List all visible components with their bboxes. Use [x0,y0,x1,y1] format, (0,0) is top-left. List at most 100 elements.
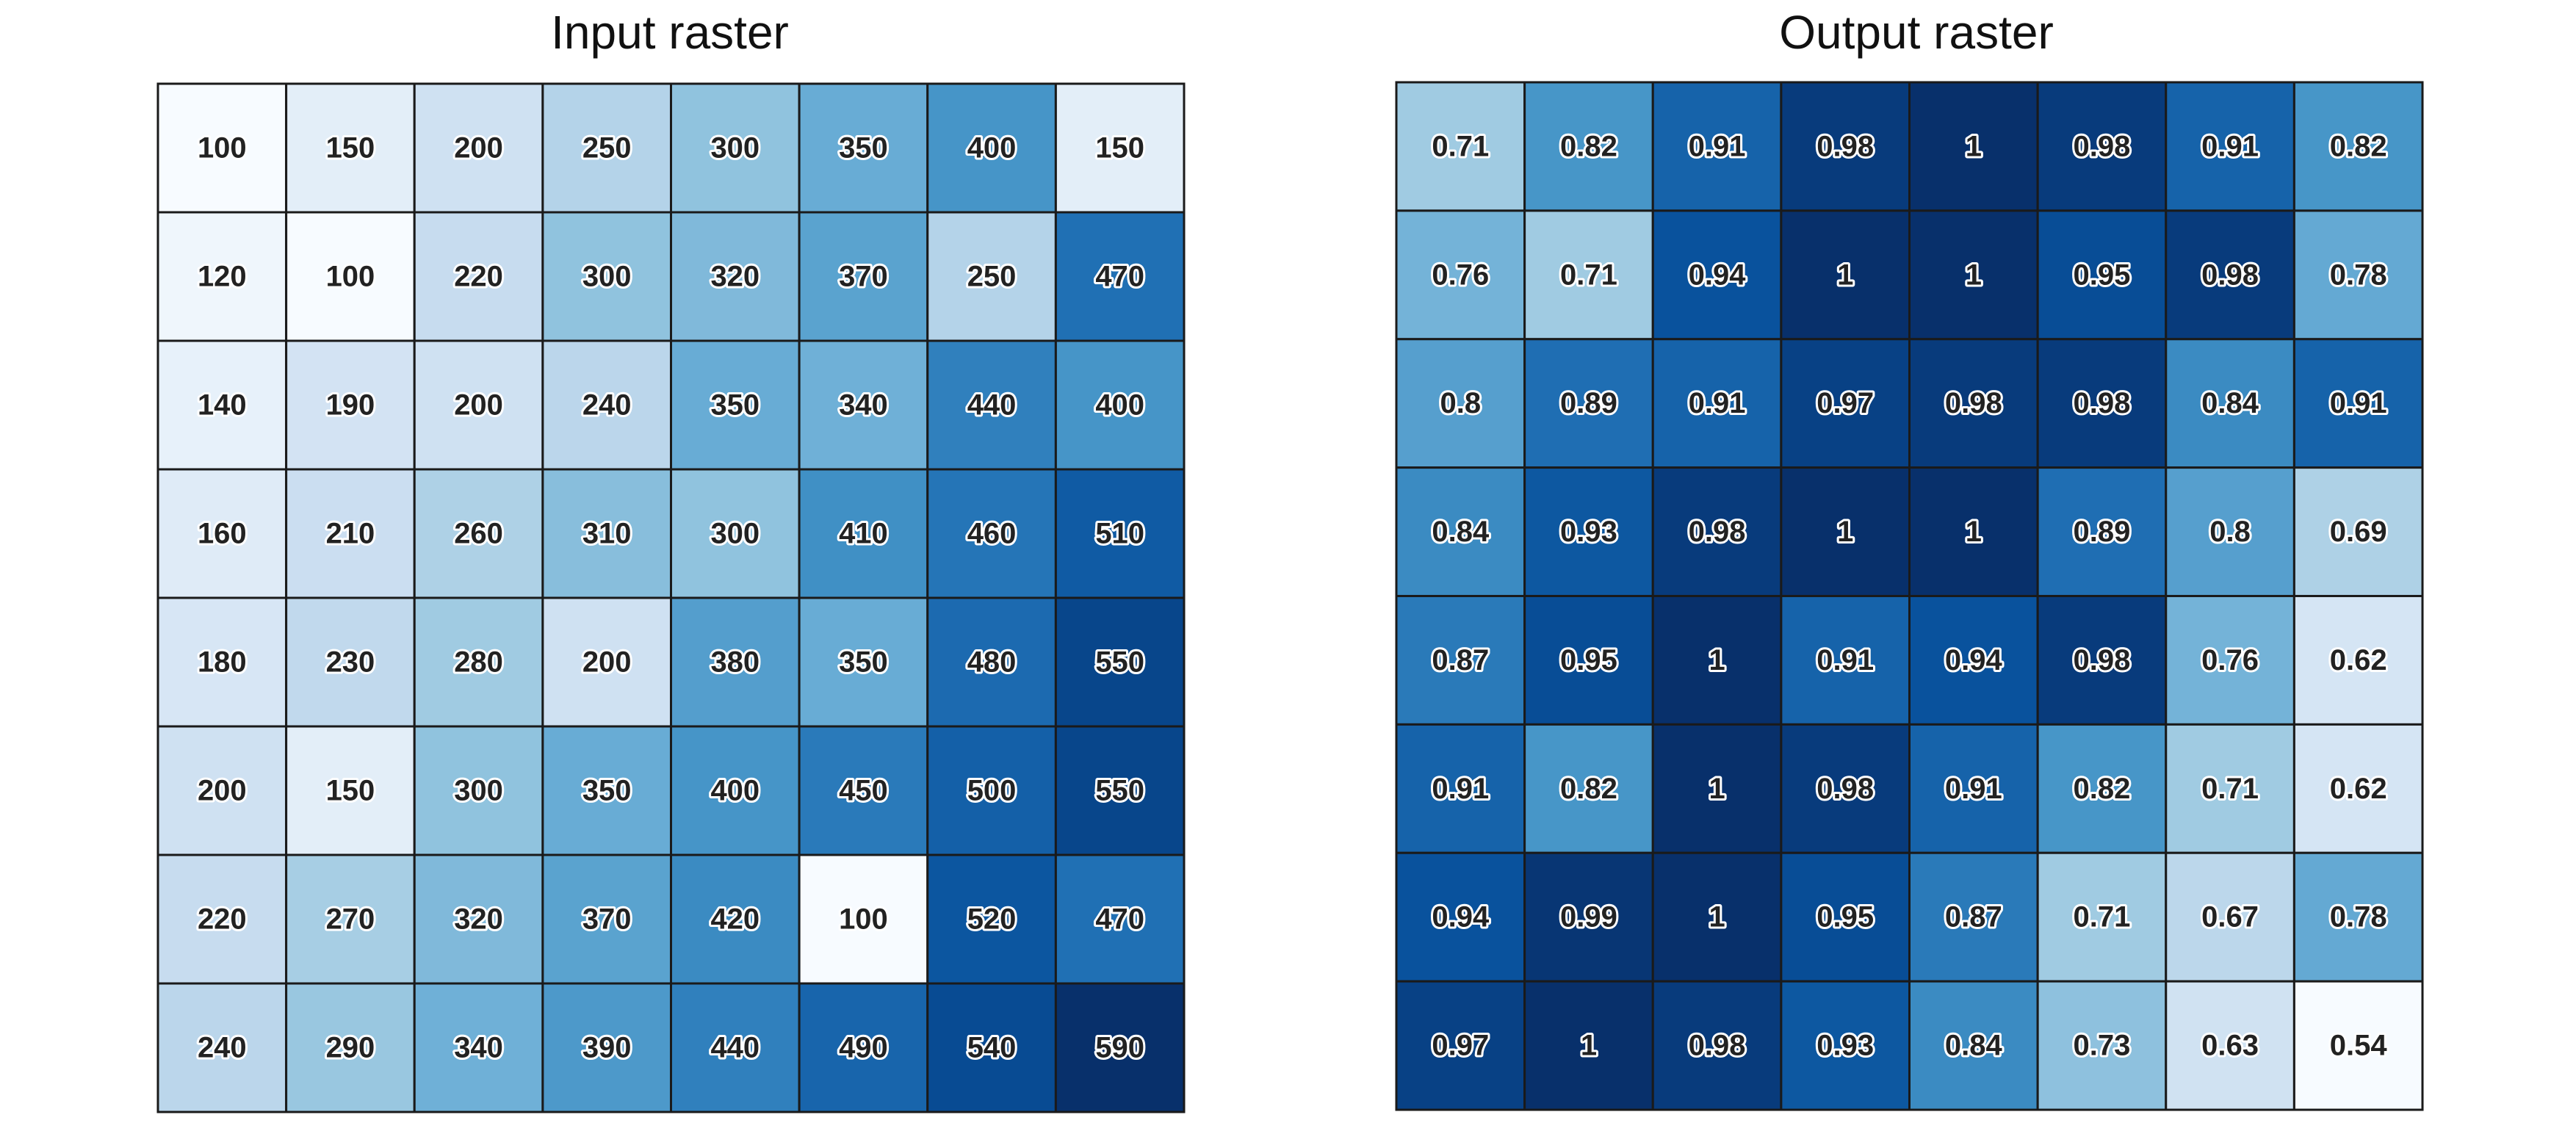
input-cell-label-r7-c5: 490 [839,1032,888,1064]
input-cell-r6-c6 [926,853,1057,985]
input-cell-label-r6-c1: 270 [326,903,375,936]
output-cell-label-r2-c1: 0.89 [1560,387,1617,419]
input-cell-r6-c5 [798,853,929,985]
output-cell-label-r6-c5: 0.71 [2074,901,2131,934]
output-cell-r6-c6 [2165,851,2295,983]
input-cell-label-r4-c6: 480 [967,646,1017,679]
output-cell-r6-c1 [1523,851,1654,983]
output-cell-r7-c6 [2165,980,2295,1111]
output-cell-label-r5-c7: 0.62 [2330,773,2387,805]
output-cell-r3-c7 [2292,466,2424,597]
input-cell-label-r6-c2: 320 [454,903,503,936]
output-cell-r6-c2 [1651,851,1783,983]
input-cell-r1-c7 [1054,211,1186,342]
input-cell-r7-c2 [413,982,544,1113]
output-cell-label-r3-c7: 0.69 [2330,516,2387,548]
input-cell-r6-c2 [413,853,544,985]
input-cell-r5-c6 [926,725,1057,856]
output-cell-label-r2-c0: 0.8 [1440,387,1482,419]
input-cell-label-r7-c6: 540 [967,1032,1017,1064]
output-cell-r5-c4 [1908,723,2039,854]
output-cell-r6-c7 [2292,851,2424,983]
output-cell-r3-c1 [1523,466,1654,597]
output-cell-r2-c1 [1523,338,1654,469]
output-cell-label-r4-c2: 1 [1709,644,1725,676]
output-cell-r3-c2 [1651,466,1783,597]
output-cell-label-r6-c4: 0.87 [1945,901,2002,934]
output-cell-r7-c7 [2292,980,2424,1111]
output-cell-r1-c7 [2292,209,2424,341]
input-cell-label-r2-c5: 340 [839,389,888,422]
input-cell-label-r2-c4: 350 [710,389,760,422]
output-cell-label-r6-c2: 1 [1709,901,1725,934]
output-cell-label-r2-c5: 0.98 [2074,387,2131,419]
output-cell-label-r0-c2: 0.91 [1689,130,1746,162]
output-cell-r1-c4 [1908,209,2039,341]
output-cell-r7-c2 [1651,980,1783,1111]
input-cell-label-r0-c2: 200 [454,132,503,165]
input-cell-label-r3-c6: 460 [967,518,1017,550]
output-cell-label-r1-c7: 0.78 [2330,259,2387,291]
input-cell-label-r4-c5: 350 [839,646,888,679]
input-cell-label-r1-c7: 470 [1095,261,1144,293]
input-cell-r2-c3 [541,339,672,471]
input-cell-r1-c5 [798,211,929,342]
output-cell-label-r0-c7: 0.82 [2330,130,2387,162]
input-cell-r6-c1 [285,853,416,985]
output-cell-label-r6-c3: 0.95 [1816,901,1874,934]
output-cell-label-r2-c4: 0.98 [1945,387,2002,419]
output-cell-label-r0-c6: 0.91 [2201,130,2259,162]
input-cell-label-r5-c0: 200 [198,775,247,807]
input-cell-label-r6-c7: 470 [1095,903,1144,936]
output-cell-label-r7-c6: 0.63 [2201,1030,2259,1062]
output-cell-r0-c2 [1651,81,1783,212]
output-cell-label-r1-c4: 1 [1966,259,1982,291]
output-raster-panel: 0.71 0.82 0.91 0.98 1 0.98 0.91 0.82 0.76 0.71 0.9… [1395,81,2424,1111]
input-cell-r5-c7 [1054,725,1186,856]
input-cell-r4-c3 [541,596,672,728]
input-cell-label-r1-c3: 300 [582,261,632,293]
input-cell-label-r2-c1: 190 [326,389,375,422]
input-cell-label-r2-c6: 440 [967,389,1017,422]
output-cell-label-r4-c3: 0.91 [1816,644,1874,676]
output-cell-label-r5-c2: 1 [1709,773,1725,805]
input-cell-r3-c0 [156,468,288,599]
input-raster-frame [156,82,1186,1113]
input-cell-r4-c4 [670,596,801,728]
input-cell-r2-c2 [413,339,544,471]
output-cell-label-r3-c0: 0.84 [1432,516,1490,548]
output-cell-label-r3-c1: 0.93 [1560,516,1617,548]
input-cell-label-r1-c5: 370 [839,261,888,293]
input-cell-label-r1-c1: 100 [326,261,375,293]
input-cell-label-r6-c4: 420 [710,903,760,936]
output-cell-r2-c6 [2165,338,2295,469]
input-cell-label-r7-c0: 240 [198,1032,247,1064]
output-cell-r4-c6 [2165,595,2295,726]
input-cell-r3-c4 [670,468,801,599]
output-cell-label-r4-c1: 0.95 [1560,644,1617,676]
output-cell-label-r5-c5: 0.82 [2074,773,2131,805]
output-cell-label-r1-c2: 0.94 [1689,259,1747,291]
output-cell-r6-c4 [1908,851,2039,983]
input-cell-label-r0-c5: 350 [839,132,888,165]
input-cell-label-r0-c0: 100 [198,132,247,165]
input-cell-label-r6-c5: 100 [839,903,888,936]
input-cell-label-r3-c2: 260 [454,518,503,550]
input-cell-r5-c1 [285,725,416,856]
input-cell-label-r3-c1: 210 [326,518,375,550]
input-cell-r2-c5 [798,339,929,471]
output-cell-label-r3-c4: 1 [1966,516,1982,548]
output-cell-label-r6-c1: 0.99 [1560,901,1617,934]
output-cell-label-r0-c0: 0.71 [1432,130,1489,162]
input-cell-label-r1-c6: 250 [967,261,1017,293]
input-cell-label-r5-c2: 300 [454,775,503,807]
output-cell-label-r7-c0: 0.97 [1432,1030,1489,1062]
input-cell-label-r3-c7: 510 [1095,518,1144,550]
input-cell-r4-c6 [926,596,1057,728]
input-cell-label-r4-c1: 230 [326,646,375,679]
input-cell-label-r2-c2: 200 [454,389,503,422]
output-cell-label-r4-c4: 0.94 [1945,644,2003,676]
output-cell-label-r1-c3: 1 [1837,259,1853,291]
output-cell-r6-c5 [2036,851,2168,983]
input-cell-r2-c6 [926,339,1057,471]
